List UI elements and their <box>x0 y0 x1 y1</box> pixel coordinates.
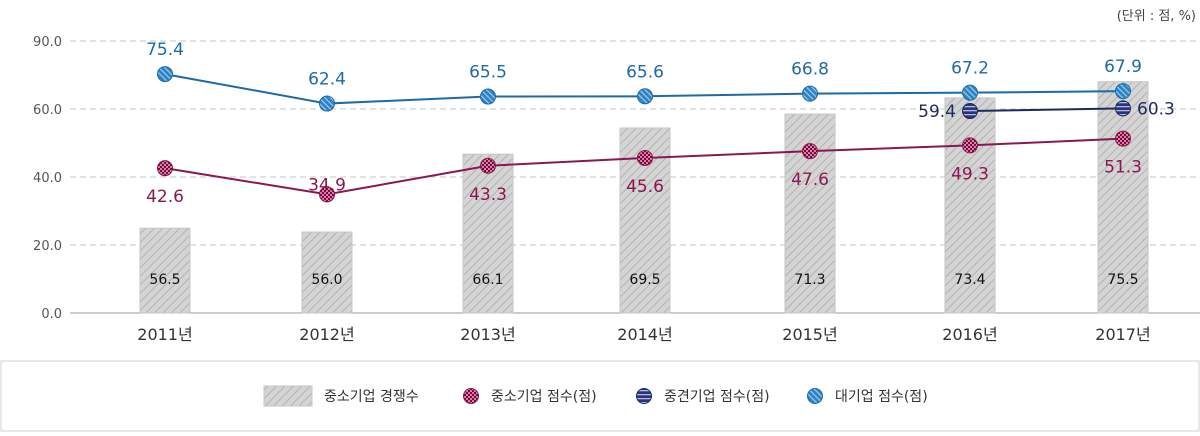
bar <box>462 153 514 314</box>
data-point <box>157 160 173 177</box>
data-point <box>1115 100 1131 117</box>
y-tick-label: 0.0 <box>41 307 62 322</box>
data-point <box>319 186 335 203</box>
data-point <box>157 66 173 83</box>
x-tick-label: 2011년 <box>137 325 192 344</box>
data-point <box>480 88 496 105</box>
data-point <box>637 149 653 166</box>
data-point <box>802 85 818 102</box>
x-axis-ticks: 2011년 2012년 2013년 2014년 2015년 2016년 2017년 <box>137 325 1150 344</box>
bar-label: 69.5 <box>629 272 660 288</box>
data-point <box>1115 130 1131 147</box>
x-tick-label: 2015년 <box>782 325 837 344</box>
unit-note: (단위 : 점, %) <box>1117 9 1196 24</box>
legend-label: 중소기업 경쟁수 <box>324 389 419 405</box>
legend-box <box>0 360 1200 432</box>
bar <box>1097 81 1149 314</box>
data-label: 43.3 <box>469 185 507 205</box>
data-label: 62.4 <box>308 70 346 90</box>
y-axis-ticks: 0.0 20.0 40.0 60.0 90.0 <box>33 35 62 322</box>
bar-label: 56.5 <box>149 272 180 288</box>
data-label: 42.6 <box>146 187 184 207</box>
y-tick-label: 60.0 <box>33 103 62 118</box>
bar-series: 56.5 56.0 66.1 69.5 71.3 73.4 75.5 <box>139 81 1149 314</box>
series-line <box>969 107 1124 113</box>
data-point <box>962 84 978 101</box>
bar <box>944 97 996 314</box>
data-label: 65.5 <box>469 63 507 83</box>
data-label: 47.6 <box>791 170 829 190</box>
legend-label: 중견기업 점수(점) <box>664 389 770 405</box>
legend-swatch <box>463 388 479 404</box>
bar-label: 75.5 <box>1107 272 1138 288</box>
data-label: 51.3 <box>1104 158 1142 178</box>
legend-swatch <box>263 385 313 407</box>
data-label: 75.4 <box>146 40 184 60</box>
data-label: 45.6 <box>626 177 664 197</box>
bar-label: 71.3 <box>794 272 825 288</box>
legend-label: 중소기업 점수(점) <box>491 389 597 405</box>
data-label: 65.6 <box>626 62 664 82</box>
line-series: 75.4 62.4 65.5 65.6 66.8 67.2 67.9 42.6 34.9 43.3… <box>146 40 1175 207</box>
data-label: 67.2 <box>951 59 989 79</box>
bar-label: 66.1 <box>472 272 503 288</box>
data-label: 49.3 <box>951 164 989 184</box>
y-tick-label: 40.0 <box>33 171 62 186</box>
x-tick-label: 2016년 <box>942 325 997 344</box>
x-tick-label: 2012년 <box>299 325 354 344</box>
data-label: 67.9 <box>1104 57 1142 77</box>
legend-swatch <box>807 388 823 404</box>
legend: 중소기업 경쟁수 중소기업 점수(점) 중견기업 점수(점) 대기업 점수(점) <box>263 385 928 407</box>
data-label: 59.4 <box>918 102 956 122</box>
data-point <box>637 88 653 105</box>
bar-label: 73.4 <box>954 272 985 288</box>
data-label: 66.8 <box>791 60 829 80</box>
y-tick-label: 20.0 <box>33 239 62 254</box>
bar-label: 56.0 <box>311 272 342 288</box>
legend-swatch <box>636 388 652 404</box>
data-point <box>802 143 818 160</box>
bar <box>139 227 191 314</box>
data-point <box>1115 83 1131 100</box>
x-tick-label: 2013년 <box>460 325 515 344</box>
data-point <box>480 157 496 174</box>
data-point <box>319 95 335 112</box>
data-point <box>962 137 978 154</box>
data-label: 60.3 <box>1137 99 1175 119</box>
x-tick-label: 2014년 <box>617 325 672 344</box>
legend-label: 대기업 점수(점) <box>835 389 928 405</box>
x-tick-label: 2017년 <box>1095 325 1150 344</box>
data-point <box>962 103 978 120</box>
data-label: 34.9 <box>308 175 346 195</box>
bar <box>301 231 353 314</box>
y-tick-label: 90.0 <box>33 35 62 50</box>
